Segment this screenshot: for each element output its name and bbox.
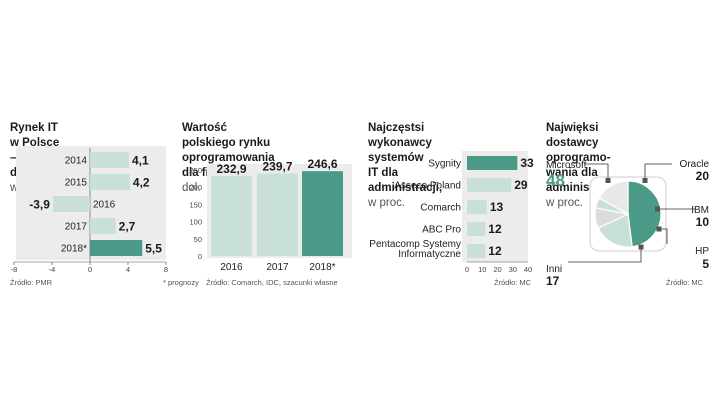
chart2-value-label: 232,9 (216, 162, 246, 176)
leader-marker-microsoft (605, 178, 611, 183)
chart1-x-tick-label: -4 (49, 265, 56, 274)
panel2-source: Źródło: Comarch, IDC, szacunki własne (206, 278, 338, 287)
pie-label-value: 48 (546, 171, 565, 190)
leader-marker-hp (656, 226, 662, 232)
chart3-x-tick-label: 40 (524, 265, 532, 274)
chart1-x-tick-label: 0 (88, 265, 92, 274)
pie-slice (597, 213, 633, 248)
chart2-category-label: 2017 (266, 262, 289, 273)
pie-label-name: Oracle (680, 159, 710, 170)
chart1-x-tick-label: 4 (126, 265, 130, 274)
panel3-source: Źródło: MC (494, 278, 532, 287)
panel3-title: Najczęstsi wykonawcy systemów IT dla admi… (368, 122, 443, 209)
chart3-value-label: 13 (490, 200, 504, 214)
leader-marker-oracle (642, 178, 648, 183)
leader-other (568, 247, 642, 263)
pie-slice (598, 180, 629, 216)
chart3-category-label: Sygnity (428, 159, 461, 170)
chart3-value-label: 12 (488, 222, 502, 236)
chart2-y-tick-label: 250 (189, 166, 202, 175)
chart2-y-tick-label: 150 (189, 200, 202, 209)
chart2-y-tick-label: 100 (189, 218, 202, 227)
leader-marker-ibm (655, 206, 660, 212)
pie-label-name: IBM (691, 205, 709, 216)
chart3-category-label: Pentacomp Systemy (369, 239, 461, 250)
panel2-note: * prognozy (163, 278, 199, 287)
chart1-category-label: 2016 (93, 200, 116, 211)
chart2-y-tick-label: 200 (189, 183, 202, 192)
chart1-value-label: -3,9 (29, 198, 50, 212)
pie-label-name: Microsoft (546, 160, 587, 171)
chart1-category-label: 2017 (65, 222, 88, 233)
chart1-bar (90, 218, 116, 234)
panel4-source: Źródło: MC (666, 278, 704, 287)
chart1-bar (52, 196, 90, 212)
chart1-category-label: 2015 (65, 178, 88, 189)
chart1-category-label: 2014 (65, 156, 88, 167)
pie-label-name: HP (695, 246, 709, 257)
leader-marker-other (638, 244, 644, 250)
pie-slice (627, 180, 662, 248)
pie-label-value: 10 (696, 215, 710, 229)
chart2-bar (302, 171, 343, 256)
chart3-value-label: 29 (514, 178, 528, 192)
chart1-bar (90, 174, 130, 190)
pie-label-value: 5 (702, 257, 709, 271)
chart1-x-tick-label: 8 (164, 265, 168, 274)
chart3-value-label: 12 (488, 244, 502, 258)
pie-label-value: 20 (696, 169, 710, 183)
chart2-value-label: 246,6 (307, 157, 337, 171)
chart2-category-label: 2018* (309, 262, 335, 273)
chart2-y-tick-label: 0 (198, 252, 202, 261)
chart3-x-tick-label: 20 (493, 265, 501, 274)
chart3-x-tick-label: 0 (465, 265, 469, 274)
chart3-value-label: 33 (520, 156, 534, 170)
chart3-bar (467, 244, 486, 258)
chart1-category-label: 2018* (61, 244, 87, 255)
chart1-value-label: 5,5 (145, 242, 162, 256)
chart2-category-label: 2016 (220, 262, 243, 273)
pie-label-name: Inni (546, 264, 562, 275)
chart2-value-label: 239,7 (262, 160, 292, 174)
chart3-x-tick-label: 30 (509, 265, 517, 274)
chart1-bar (90, 240, 143, 256)
chart1-bar (90, 152, 129, 168)
chart3-category-label: Comarch (420, 203, 461, 214)
chart3-category-label: Informatyczne (398, 249, 461, 260)
chart1-x-tick-label: -8 (11, 265, 18, 274)
chart1-value-label: 4,2 (133, 176, 150, 190)
panel1-source: Źródło: PMR (10, 278, 53, 287)
leader-hp (659, 228, 668, 244)
chart1-value-label: 2,7 (119, 220, 136, 234)
chart3-bar (467, 200, 487, 214)
pie-label-value: 17 (546, 274, 560, 288)
chart1-value-label: 4,1 (132, 154, 149, 168)
leader-oracle (644, 163, 672, 180)
leader-microsoft (584, 163, 609, 180)
chart3-bar (467, 156, 518, 170)
chart3-category-label: Asseco Poland (394, 181, 461, 192)
chart3-bar (467, 222, 486, 236)
chart2-y-tick-label: 50 (194, 235, 202, 244)
chart3-bar (467, 178, 512, 192)
chart3-x-tick-label: 10 (478, 265, 486, 274)
chart2-bar (211, 175, 252, 256)
chart2-bar (257, 173, 298, 256)
chart3-category-label: ABC Pro (422, 225, 461, 236)
